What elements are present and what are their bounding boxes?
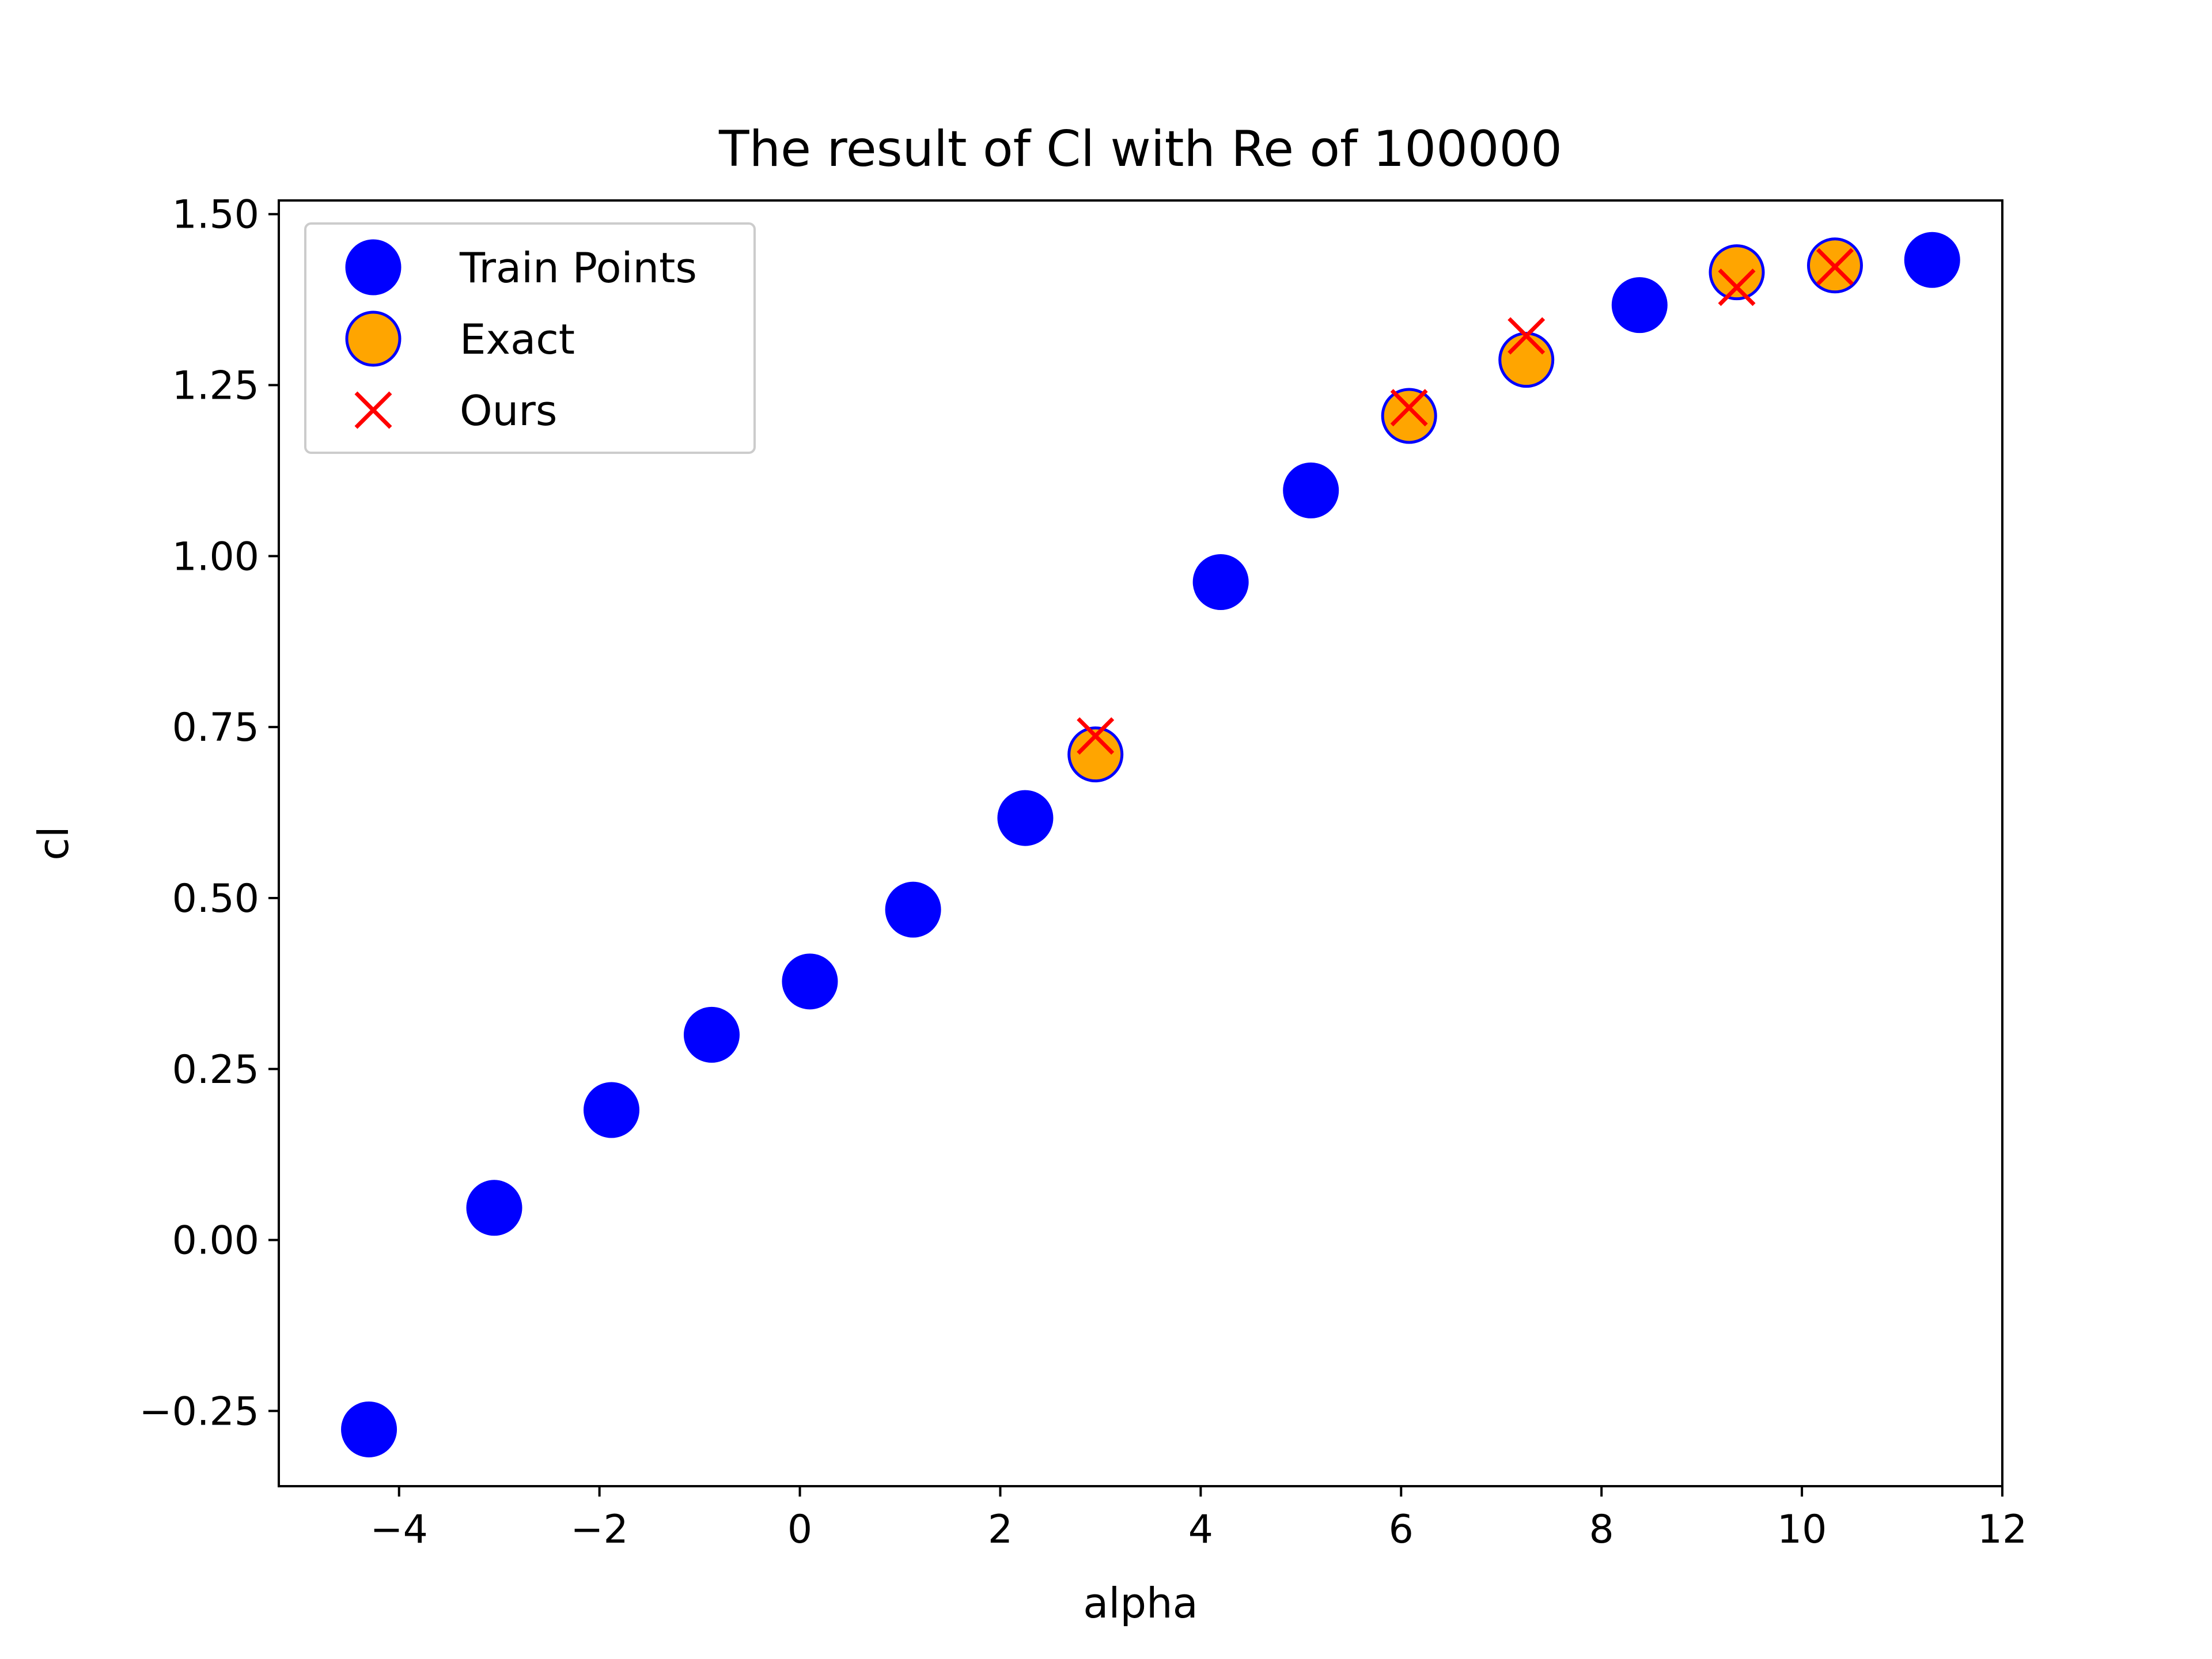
legend-label-train-points: Train Points [459,244,697,292]
y-axis-ticks: −0.25 0.00 0.25 0.50 0.75 1.00 1.25 1.50 [139,192,279,1434]
legend-marker-exact [345,310,402,367]
y-tick-label: 1.25 [172,363,259,409]
y-tick-label: 0.50 [172,876,259,922]
x-tick-label: 10 [1777,1507,1827,1552]
data-point-train-points [1192,554,1249,610]
x-marker-stroke [354,391,392,429]
x-tick-label: 12 [1978,1507,2028,1552]
x-tick-label: 8 [1589,1507,1614,1552]
x-marker-stroke [1816,248,1854,286]
axes-frame [278,199,2003,1487]
data-point-train-points [782,953,838,1010]
x-tick-label: −2 [571,1507,628,1552]
data-point-train-points [341,1401,397,1457]
data-point-train-points [997,790,1054,846]
y-axis-label: cl [29,826,78,861]
x-marker-stroke [1508,317,1546,355]
x-tick-label: −4 [370,1507,428,1552]
x-tick-label: 2 [988,1507,1013,1552]
data-point-exact [1498,332,1555,388]
y-tick-label: 1.00 [172,534,259,579]
legend-frame [304,222,756,454]
legend-label-ours: Ours [460,387,557,435]
y-tick-label: 0.75 [172,705,259,751]
data-point-train-points [466,1180,522,1236]
y-tick-label: 0.25 [172,1047,259,1093]
legend-marker-ours [354,391,392,429]
y-tick-label: 1.50 [172,192,259,238]
data-point-exact [1709,244,1765,301]
data-point-ours [1390,389,1428,427]
data-point-ours [1816,248,1854,286]
legend-label-exact: Exact [460,315,575,363]
data-point-exact [1381,388,1437,444]
data-point-train-points [683,1006,740,1063]
chart-title: The result of Cl with Re of 100000 [718,120,1562,178]
x-tick-label: 6 [1389,1507,1414,1552]
y-tick-label: 0.00 [172,1218,259,1264]
data-point-exact [1067,726,1124,783]
data-point-train-points [1611,277,1668,334]
x-tick-label: 4 [1188,1507,1213,1552]
data-point-ours [1718,268,1756,306]
data-point-train-points [584,1082,640,1138]
x-axis-label: alpha [1083,1579,1198,1627]
x-marker-stroke [1077,717,1115,755]
data-point-train-points [1904,232,1960,288]
x-marker-stroke [1718,268,1756,306]
x-marker-stroke [1390,389,1428,427]
data-point-train-points [885,881,941,938]
data-point-ours [1077,717,1115,755]
data-point-train-points [1283,462,1339,518]
x-axis-ticks: −4 −2 0 2 4 6 8 10 12 [370,1486,2028,1552]
y-tick-label: −0.25 [139,1389,259,1434]
legend: Train Points Exact Ours [304,222,756,454]
legend-marker-train-points [345,239,402,296]
plot-area [341,232,1960,1457]
data-point-ours [1508,317,1546,355]
x-tick-label: 0 [787,1507,812,1552]
